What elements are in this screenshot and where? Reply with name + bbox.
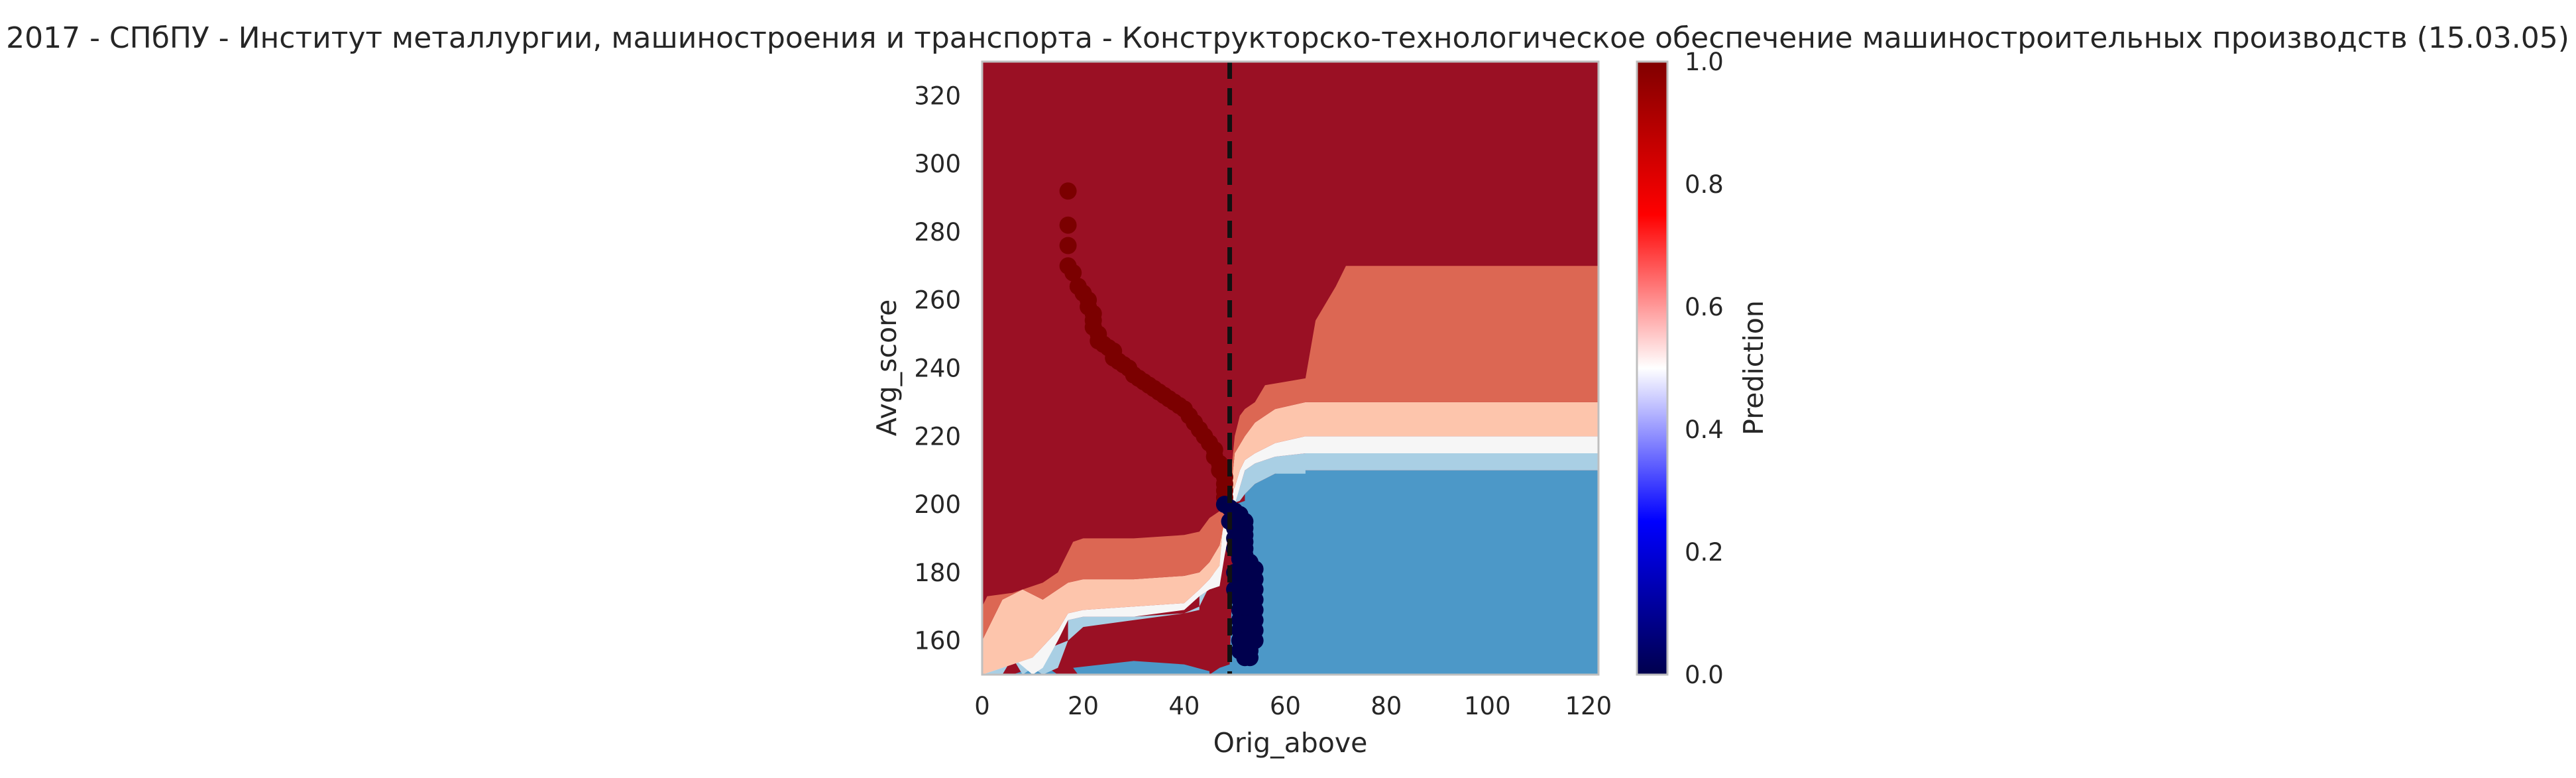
colorbar-gradient [1636, 60, 1669, 676]
contour-regions [982, 266, 1598, 675]
y-axis-ticks: 160 180 200 220 240 260 280 300 320 [914, 82, 961, 655]
x-tick-label-4: 80 [1371, 692, 1402, 720]
colorbar-ticks: 0.0 0.2 0.4 0.6 0.8 1.0 [1685, 48, 1724, 689]
x-axis-label: Orig_above [1213, 727, 1368, 759]
contour-region-0 [982, 470, 1598, 675]
plot-frame [981, 60, 1600, 676]
y-tick-label-7: 300 [914, 150, 961, 178]
x-tick-label-2: 40 [1168, 692, 1200, 720]
x-tick-label-0: 0 [974, 692, 990, 720]
data-point-1-50 [1236, 632, 1254, 649]
colorbar-tick-label-0: 0.0 [1685, 661, 1724, 689]
plot-area [982, 62, 1598, 675]
chart-title: 2017 - СПбПУ - Институт металлургии, маш… [6, 21, 2569, 55]
y-tick-label-8: 320 [914, 82, 961, 110]
x-tick-label-1: 20 [1068, 692, 1099, 720]
scatter-points [1059, 182, 1264, 667]
y-tick-label-3: 220 [914, 422, 961, 451]
contour-region-1 [982, 453, 1598, 675]
x-tick-label-3: 60 [1270, 692, 1301, 720]
colorbar: 0.0 0.2 0.4 0.6 0.8 1.0 Prediction [1636, 48, 1769, 689]
colorbar-label: Prediction [1738, 300, 1769, 435]
x-tick-label-6: 120 [1565, 692, 1612, 720]
y-tick-label-6: 280 [914, 218, 961, 247]
colorbar-tick-label-4: 0.8 [1685, 170, 1724, 199]
y-tick-label-4: 240 [914, 355, 961, 383]
data-point-1-48 [1236, 598, 1254, 616]
colorbar-tick-label-2: 0.4 [1685, 416, 1724, 444]
contour-region-4 [982, 266, 1598, 641]
colorbar-tick-label-5: 1.0 [1685, 48, 1724, 76]
y-tick-label-1: 180 [914, 559, 961, 587]
data-point-0-4 [1064, 264, 1082, 282]
data-point-1-49 [1236, 614, 1254, 632]
contour-region-3 [982, 402, 1598, 675]
data-point-0-2 [1059, 237, 1077, 254]
data-point-0-0 [1059, 182, 1077, 200]
x-tick-label-5: 100 [1464, 692, 1511, 720]
y-tick-label-2: 200 [914, 490, 961, 519]
colorbar-tick-label-1: 0.2 [1685, 538, 1724, 567]
colorbar-tick-label-3: 0.6 [1685, 293, 1724, 321]
contour-region-2 [982, 436, 1598, 675]
y-tick-label-0: 160 [914, 627, 961, 655]
y-tick-label-5: 260 [914, 286, 961, 315]
data-point-0-1 [1059, 216, 1077, 234]
y-axis-label: Avg_score [871, 300, 903, 437]
data-point-1-51 [1236, 649, 1254, 667]
x-axis-ticks: 0 20 40 60 80 100 120 [974, 692, 1612, 720]
